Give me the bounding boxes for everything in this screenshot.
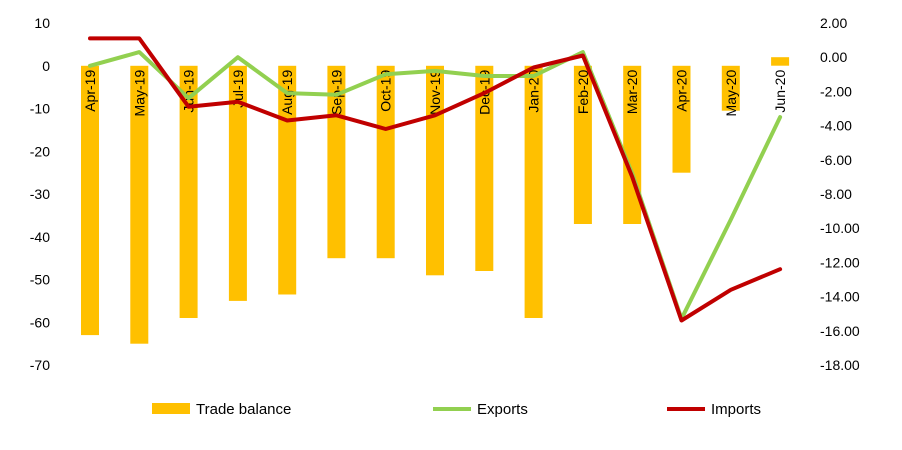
line-imports xyxy=(88,36,783,323)
right-tick-label: -10.00 xyxy=(820,220,860,236)
left-axis-tick-labels: 10 0 -10 -20 -30 -40 -50 -60 -70 xyxy=(30,15,50,373)
left-tick-label: 10 xyxy=(34,15,50,31)
bar-series-trade-balance xyxy=(81,57,790,344)
category-label-jul-19: Jul-19 xyxy=(230,70,246,108)
right-tick-label: 2.00 xyxy=(820,15,847,31)
right-axis-tick-labels: 2.00 0.00 -2.00 -4.00 -6.00 -8.00 -10.00 -12.00… xyxy=(820,15,860,373)
category-label-may-19: May-19 xyxy=(131,70,147,117)
bar-feb-20 xyxy=(573,65,592,224)
category-label-jun-20: Jun-20 xyxy=(772,70,788,113)
line-series xyxy=(88,36,783,323)
category-label-feb-20: Feb-20 xyxy=(575,70,591,115)
category-label-apr-19: Apr-19 xyxy=(82,70,98,112)
category-labels: Apr-19 May-19 Jun-19 Jul-19 Aug-19 Sep-19 Oct-… xyxy=(82,70,788,117)
bar-apr-19 xyxy=(81,65,99,336)
right-tick-label: -4.00 xyxy=(820,118,852,134)
right-tick-label: -12.00 xyxy=(820,254,860,270)
bar-jun-19 xyxy=(179,65,198,318)
left-tick-label: -20 xyxy=(30,143,50,159)
right-tick-label: 0.00 xyxy=(820,49,847,65)
left-tick-label: -70 xyxy=(30,357,50,373)
bar-aug-19 xyxy=(278,65,297,295)
bar-apr-20 xyxy=(672,65,691,173)
left-tick-label: 0 xyxy=(42,58,50,74)
bar-jun-20 xyxy=(771,57,790,66)
left-tick-label: -50 xyxy=(30,272,50,288)
category-label-jan-20: Jan-20 xyxy=(526,70,542,113)
category-label-mar-20: Mar-20 xyxy=(624,70,640,115)
bar-jan-20 xyxy=(524,65,543,318)
bar-may-20 xyxy=(721,65,740,111)
bar-oct-19 xyxy=(376,65,395,259)
left-tick-label: -30 xyxy=(30,186,50,202)
category-label-oct-19: Oct-19 xyxy=(378,70,394,112)
left-tick-label: -40 xyxy=(30,229,50,245)
legend-item-trade-balance: Trade balance xyxy=(152,401,291,418)
legend-item-exports: Exports xyxy=(433,401,528,418)
right-tick-label: -16.00 xyxy=(820,323,860,339)
legend-label-exports: Exports xyxy=(477,401,528,418)
bar-jul-19 xyxy=(228,65,247,301)
right-tick-label: -8.00 xyxy=(820,186,852,202)
legend-label-trade-balance: Trade balance xyxy=(196,401,291,418)
right-tick-label: -2.00 xyxy=(820,83,852,99)
right-tick-label: -6.00 xyxy=(820,152,852,168)
category-label-may-20: May-20 xyxy=(723,70,739,117)
right-tick-label: -14.00 xyxy=(820,289,860,305)
legend-label-imports: Imports xyxy=(711,401,761,418)
category-label-nov-19: Nov-19 xyxy=(427,70,443,115)
left-tick-label: -60 xyxy=(30,314,50,330)
category-label-sep-19: Sep-19 xyxy=(328,70,344,115)
legend-swatch-trade-balance xyxy=(152,403,190,414)
category-label-apr-20: Apr-20 xyxy=(673,70,689,112)
left-tick-label: -10 xyxy=(30,101,50,117)
right-tick-label: -18.00 xyxy=(820,357,860,373)
legend: Trade balance Exports Imports xyxy=(152,401,761,418)
bar-may-19 xyxy=(130,65,149,344)
legend-item-imports: Imports xyxy=(667,401,761,418)
bar-dec-19 xyxy=(475,65,494,271)
